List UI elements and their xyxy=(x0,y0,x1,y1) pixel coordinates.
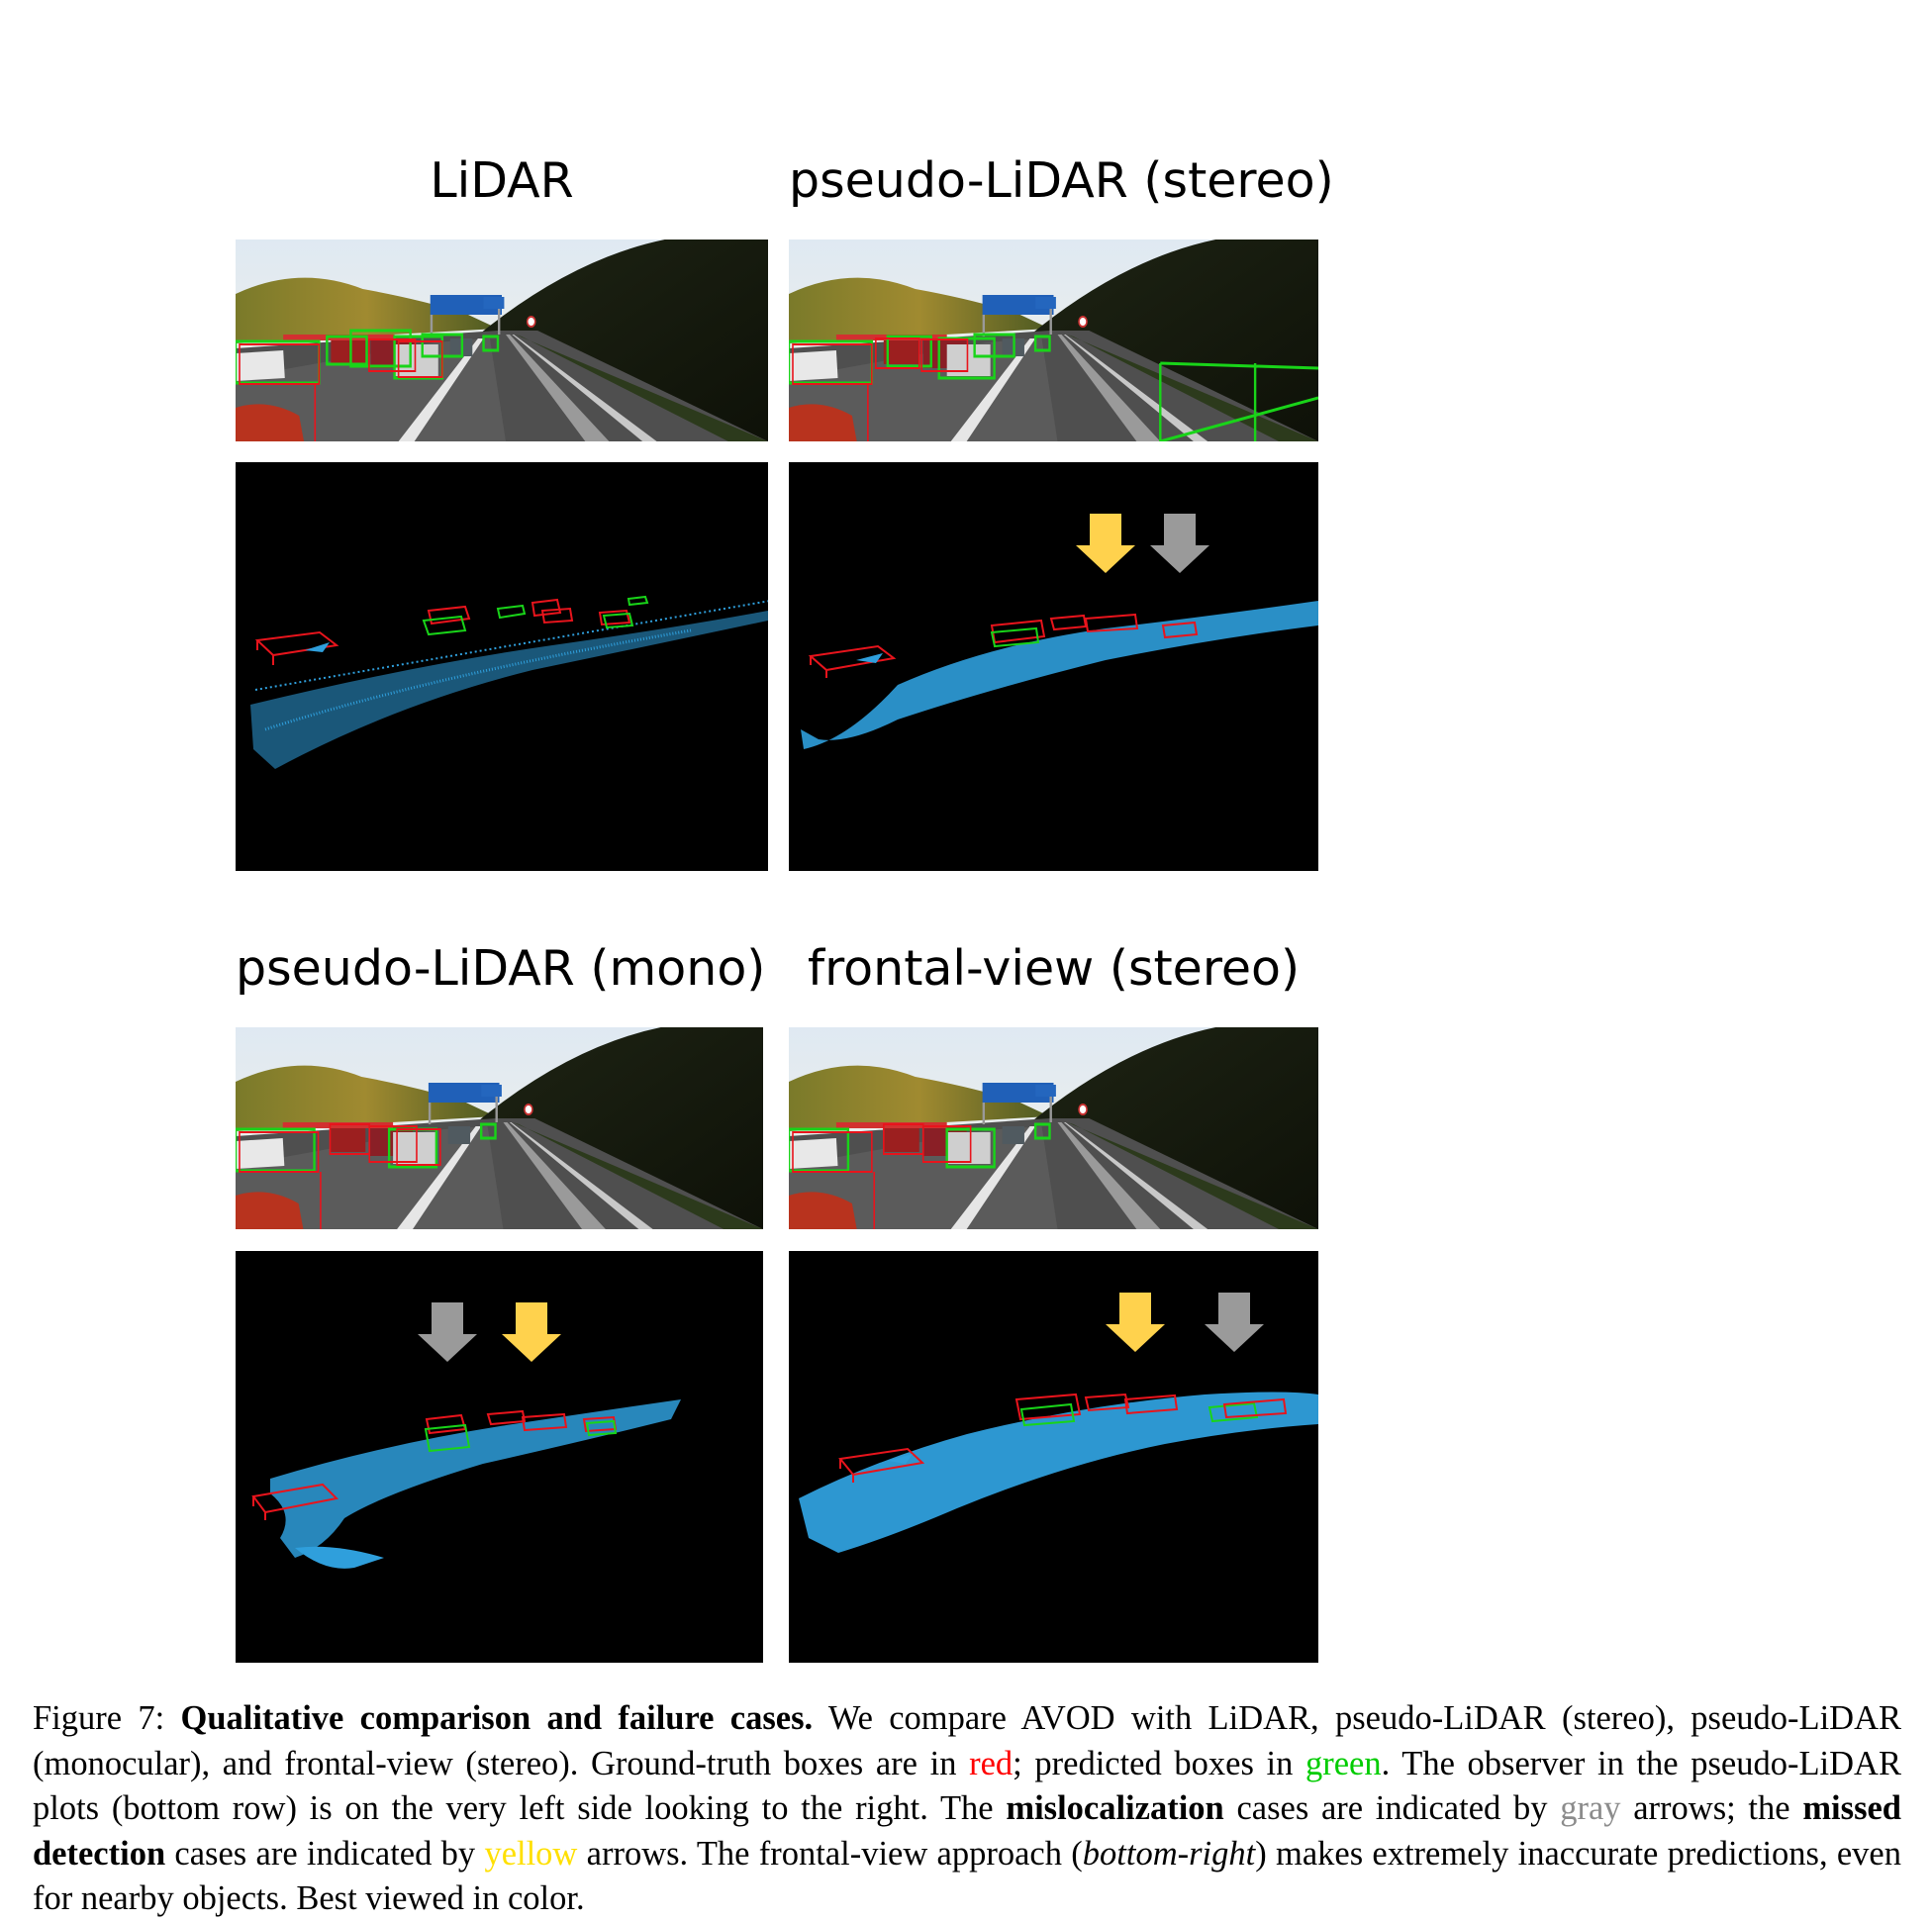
caption-italic: bottom-right xyxy=(1082,1834,1256,1873)
panel-title-lidar: LiDAR xyxy=(430,152,574,209)
panel-title-pseudo-lidar-mono: pseudo-LiDAR (mono) xyxy=(236,940,766,997)
camera-image-frontal-view-stereo xyxy=(789,1027,1318,1229)
caption-text: ) makes extremely inaccurate predictions… xyxy=(33,1834,1901,1918)
caption-bold-mislocalization: mislocalization xyxy=(1006,1789,1224,1827)
caption-green-word: green xyxy=(1305,1744,1382,1782)
point-cloud-pseudo-lidar-stereo xyxy=(789,462,1318,871)
caption-text: ; predicted boxes in xyxy=(1013,1744,1305,1782)
panel-title-frontal-view-stereo: frontal-view (stereo) xyxy=(807,940,1301,997)
figure-label: Figure 7: xyxy=(33,1699,165,1737)
arrow-missed-detection xyxy=(1106,1293,1165,1352)
caption-title: Qualitative comparison and failure cases… xyxy=(180,1699,814,1737)
arrow-mislocalization xyxy=(1205,1293,1264,1352)
camera-image-pseudo-lidar-stereo xyxy=(789,240,1318,441)
caption-text: arrows. The frontal-view approach ( xyxy=(577,1834,1083,1873)
arrow-missed-detection xyxy=(1076,514,1135,573)
point-cloud-lidar xyxy=(236,462,768,871)
caption-yellow-word: yellow xyxy=(484,1834,578,1873)
arrow-missed-detection xyxy=(502,1302,561,1362)
arrow-mislocalization xyxy=(1150,514,1209,573)
caption-gray-word: gray xyxy=(1560,1789,1621,1827)
caption-text: cases are indicated by xyxy=(1223,1789,1561,1827)
caption-text: arrows; the xyxy=(1620,1789,1803,1827)
caption-bold-missed-detection: missed detection xyxy=(33,1789,1901,1873)
caption-text: . The observer in the pseudo-LiDAR plots… xyxy=(33,1744,1901,1828)
arrow-mislocalization xyxy=(418,1302,477,1362)
caption-red-word: red xyxy=(969,1744,1014,1782)
figure-caption: Figure 7: Qualitative comparison and fai… xyxy=(33,1696,1901,1922)
caption-text: We compare AVOD with LiDAR, pseudo-LiDAR… xyxy=(33,1699,1901,1782)
camera-image-lidar xyxy=(236,240,768,441)
point-cloud-pseudo-lidar-mono xyxy=(236,1251,763,1663)
point-cloud-frontal-view-stereo xyxy=(789,1251,1318,1663)
camera-image-pseudo-lidar-mono xyxy=(236,1027,763,1229)
panel-title-pseudo-lidar-stereo: pseudo-LiDAR (stereo) xyxy=(789,152,1334,209)
caption-text: cases are indicated by xyxy=(165,1834,485,1873)
